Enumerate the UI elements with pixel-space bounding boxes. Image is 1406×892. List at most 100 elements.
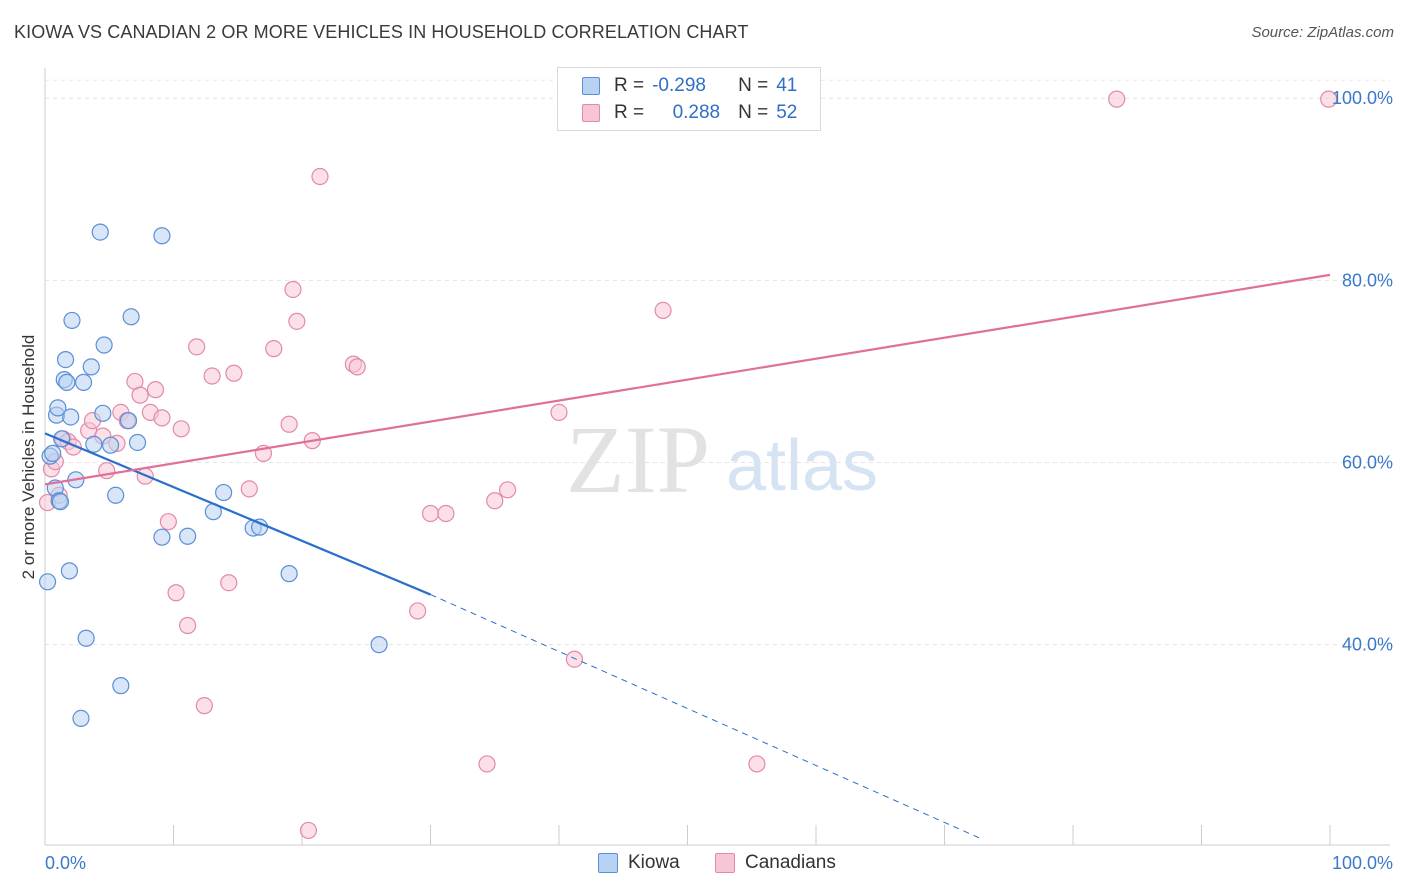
kiowa-trend-extension [430, 594, 984, 840]
canadian-point [280, 415, 298, 433]
canadian-point [167, 584, 185, 602]
legend-row-canadians: R = 0.288 N = 52 [582, 100, 797, 126]
legend-swatch-kiowa [582, 77, 600, 95]
canadian-point [146, 381, 165, 399]
canadian-point [203, 367, 221, 385]
y-tick-label: 80.0% [1342, 270, 1393, 290]
legend-r-label-kiowa: R = [614, 75, 645, 96]
bottom-legend-swatch-kiowa [598, 853, 618, 873]
canadian-point [1108, 90, 1126, 108]
chart-title: KIOWA VS CANADIAN 2 OR MORE VEHICLES IN … [14, 22, 749, 42]
kiowa-point [112, 677, 130, 695]
canadian-point [565, 650, 584, 668]
canadian-point [486, 492, 504, 510]
kiowa-point [74, 373, 93, 391]
bottom-legend-canadians: Canadians [715, 852, 836, 874]
canadian-point [188, 338, 206, 356]
watermark: ZIP atlas [566, 406, 878, 513]
kiowa-point [91, 223, 109, 241]
y-axis-title: 2 or more Vehicles in Household [19, 335, 38, 580]
canadian-point [550, 403, 568, 422]
canadian-point [172, 420, 190, 438]
canadian-point [225, 364, 243, 382]
legend-r-value-kiowa: -0.298 [652, 75, 706, 96]
canadian-point [240, 480, 258, 498]
kiowa-point [62, 408, 80, 426]
watermark-zip: ZIP [566, 406, 710, 513]
bottom-legend-label-canadians: Canadians [745, 852, 836, 873]
kiowa-point [215, 483, 233, 502]
x-tick-label-max: 100.0% [1332, 853, 1393, 873]
kiowa-points [38, 223, 388, 728]
canadian-trend-line [44, 273, 1331, 486]
kiowa-point [58, 373, 76, 391]
kiowa-trend-line [44, 432, 431, 596]
canadian-point [265, 340, 283, 358]
canadian-point [299, 821, 318, 840]
bottom-legend-swatch-canadians [715, 853, 735, 873]
legend-n-label-kiowa: N = [738, 75, 769, 96]
canadian-point [131, 386, 149, 404]
legend-n-value-canadians: 52 [776, 102, 798, 123]
x-ticks [44, 825, 1331, 845]
legend-r-value-canadians: 0.288 [672, 102, 721, 123]
kiowa-point [94, 404, 112, 422]
canadian-point [1320, 90, 1338, 108]
kiowa-point [49, 399, 67, 417]
kiowa-point [38, 573, 57, 591]
kiowa-point [56, 350, 75, 369]
bottom-legend-label-kiowa: Kiowa [628, 852, 680, 873]
watermark-atlas: atlas [726, 426, 878, 506]
kiowa-point [85, 435, 103, 453]
kiowa-point [44, 444, 62, 462]
legend-row-kiowa: R = -0.298 N = 41 [582, 73, 797, 99]
y-tick-label: 60.0% [1342, 453, 1393, 473]
canadian-point [478, 755, 496, 773]
kiowa-point [72, 709, 90, 728]
trend-lines [44, 273, 1331, 840]
kiowa-point [95, 336, 113, 354]
kiowa-point [63, 311, 81, 330]
canadian-point [654, 301, 672, 320]
legend-swatch-canadians [582, 104, 600, 122]
canadian-point [179, 616, 197, 635]
kiowa-point [128, 433, 147, 452]
kiowa-point [82, 358, 100, 376]
kiowa-point [60, 562, 79, 580]
canadian-point [499, 481, 517, 499]
kiowa-point [101, 436, 120, 454]
canadian-point [311, 167, 329, 186]
canadian-point [195, 697, 213, 715]
kiowa-point [280, 565, 298, 583]
kiowa-point [107, 486, 125, 504]
bottom-legend-kiowa: Kiowa [598, 852, 680, 874]
kiowa-point [153, 528, 171, 546]
canadian-point [409, 602, 427, 620]
legend-n-label-canadians: N = [738, 102, 769, 123]
canadian-point [348, 358, 366, 376]
canadian-point [437, 504, 455, 523]
kiowa-point [122, 308, 140, 326]
canadian-point [748, 755, 766, 773]
kiowa-point [370, 636, 388, 654]
gridlines [45, 79, 1390, 646]
kiowa-point [119, 412, 138, 430]
legend-r-label-canadians: R = [614, 102, 645, 123]
canadian-point [159, 513, 177, 531]
y-tick-labels: 40.0% 60.0% 80.0% 100.0% [1332, 88, 1393, 654]
canadian-point [284, 280, 302, 299]
canadian-point [421, 504, 440, 523]
kiowa-point [51, 493, 70, 511]
kiowa-point [179, 527, 197, 545]
kiowa-point [77, 629, 95, 647]
y-tick-label: 40.0% [1342, 635, 1393, 655]
canadian-point [220, 574, 238, 592]
y-tick-label: 100.0% [1332, 88, 1393, 108]
source-label: Source: ZipAtlas.com [1251, 24, 1394, 41]
x-tick-label-min: 0.0% [45, 853, 86, 873]
canadian-point [153, 409, 171, 427]
kiowa-point [153, 227, 171, 245]
canadian-point [288, 312, 306, 330]
correlation-legend: R = -0.298 N = 41 R = 0.288 N = 52 [557, 67, 821, 131]
